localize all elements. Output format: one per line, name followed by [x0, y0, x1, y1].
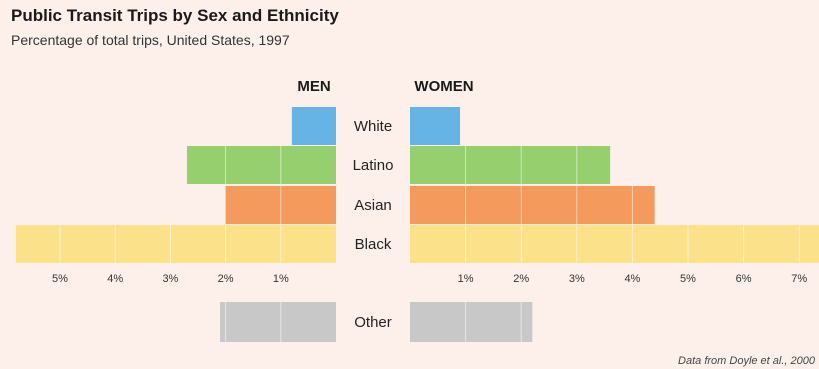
men-tick-label: 2% [218, 273, 234, 285]
women-tick-label: 3% [569, 273, 585, 285]
bar-men-other [220, 302, 336, 342]
bar-women-asian [410, 186, 655, 224]
bar-women-black [410, 225, 819, 263]
women-tick-label: 1% [458, 273, 474, 285]
bar-men-black [15, 225, 337, 263]
chart-title: Public Transit Trips by Sex and Ethnicit… [11, 6, 339, 25]
category-label-other: Other [354, 314, 392, 331]
chart-subtitle: Percentage of total trips, United States… [11, 32, 290, 48]
men-tick-label: 3% [162, 273, 178, 285]
bar-men-white [291, 107, 336, 145]
source-note: Data from Doyle et al., 2000 [678, 355, 816, 367]
category-label-asian: Asian [354, 197, 392, 214]
men-tick-label: 4% [107, 273, 123, 285]
men-tick-label: 5% [52, 273, 68, 285]
women-tick-label: 5% [680, 273, 696, 285]
category-label-latino: Latino [353, 157, 394, 174]
bar-women-white [410, 107, 461, 145]
men-tick-label: 1% [273, 273, 289, 285]
series-label-men: MEN [297, 78, 330, 95]
women-tick-label: 6% [736, 273, 752, 285]
women-tick-label: 2% [513, 273, 529, 285]
bar-men-latino [186, 146, 336, 184]
category-label-white: White [354, 118, 392, 135]
women-tick-label: 4% [624, 273, 640, 285]
women-tick-label: 7% [791, 273, 807, 285]
bar-women-latino [410, 146, 611, 184]
series-label-women: WOMEN [414, 78, 473, 95]
category-label-black: Black [355, 236, 392, 253]
bar-women-other [410, 302, 533, 342]
